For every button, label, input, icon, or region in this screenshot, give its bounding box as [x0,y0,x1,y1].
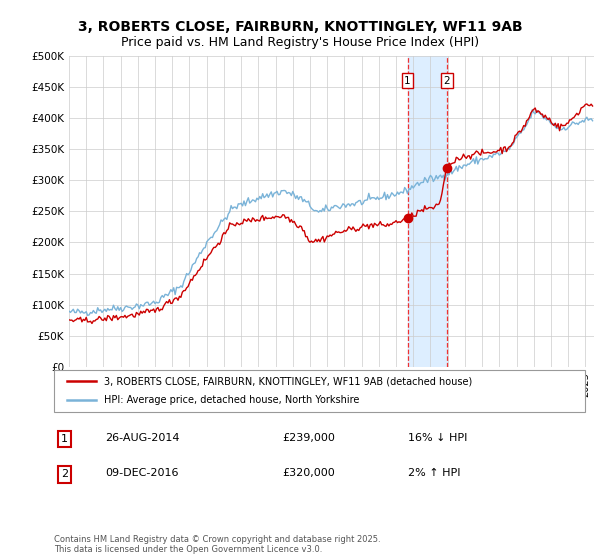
Text: 3, ROBERTS CLOSE, FAIRBURN, KNOTTINGLEY, WF11 9AB (detached house): 3, ROBERTS CLOSE, FAIRBURN, KNOTTINGLEY,… [104,376,473,386]
FancyBboxPatch shape [54,370,585,412]
Text: 2: 2 [61,469,68,479]
Text: 2% ↑ HPI: 2% ↑ HPI [408,468,461,478]
Text: Contains HM Land Registry data © Crown copyright and database right 2025.
This d: Contains HM Land Registry data © Crown c… [54,535,380,554]
Text: £239,000: £239,000 [282,433,335,443]
Text: 1: 1 [404,76,411,86]
Text: 16% ↓ HPI: 16% ↓ HPI [408,433,467,443]
Text: 26-AUG-2014: 26-AUG-2014 [105,433,179,443]
Text: 09-DEC-2016: 09-DEC-2016 [105,468,179,478]
Text: HPI: Average price, detached house, North Yorkshire: HPI: Average price, detached house, Nort… [104,395,360,405]
Text: 1: 1 [61,434,68,444]
Text: 2: 2 [443,76,450,86]
Bar [407,56,446,367]
Text: 3, ROBERTS CLOSE, FAIRBURN, KNOTTINGLEY, WF11 9AB: 3, ROBERTS CLOSE, FAIRBURN, KNOTTINGLEY,… [77,20,523,34]
Text: Price paid vs. HM Land Registry's House Price Index (HPI): Price paid vs. HM Land Registry's House … [121,36,479,49]
Text: £320,000: £320,000 [282,468,335,478]
